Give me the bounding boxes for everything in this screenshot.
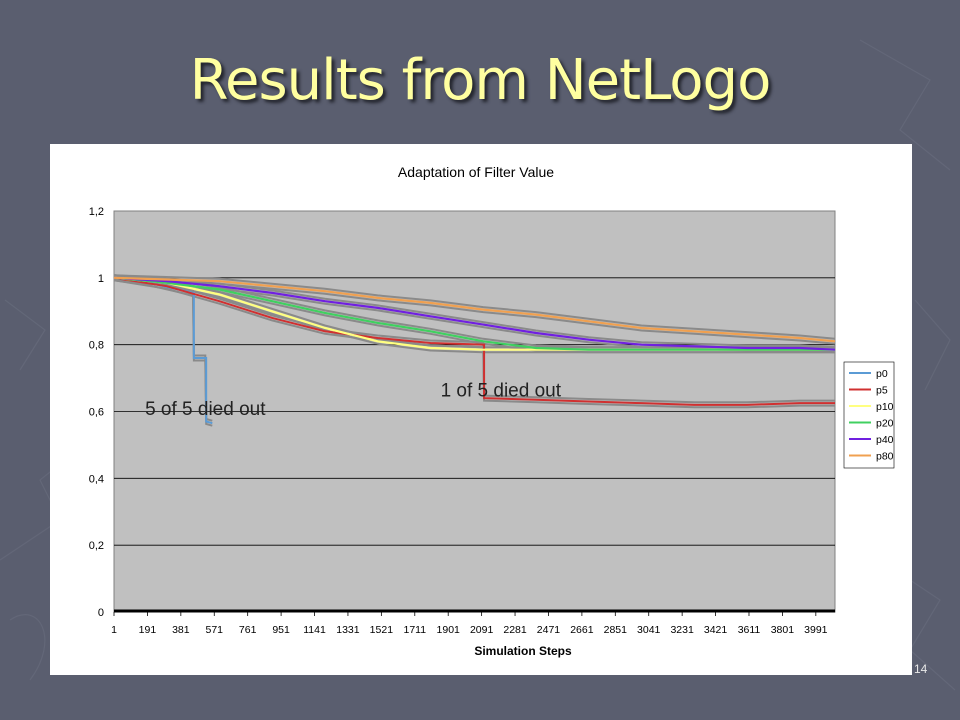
annotation-label: 5 of 5 died out bbox=[145, 399, 266, 420]
x-tick-label: 1141 bbox=[303, 624, 326, 636]
x-tick-label: 2091 bbox=[470, 624, 494, 636]
x-tick-label: 1 bbox=[111, 624, 117, 636]
x-tick-label: 1521 bbox=[370, 624, 394, 636]
chart-panel: Adaptation of Filter Value 0 0,2 0,4 0,6 0,8… bbox=[50, 144, 912, 675]
y-tick-label: 0,2 bbox=[89, 540, 104, 552]
annotation-label: 1 of 5 died out bbox=[441, 380, 562, 401]
series-lines bbox=[113, 276, 836, 425]
page-number: 14 bbox=[914, 662, 928, 676]
x-tick-label: 3611 bbox=[738, 624, 761, 636]
x-tick-label: 191 bbox=[139, 624, 157, 636]
series-line-p5 bbox=[113, 276, 835, 406]
legend: p0 p5 p10 p20 p40 p80 bbox=[843, 361, 895, 469]
x-tick-label: 2661 bbox=[570, 624, 594, 636]
y-tick-label: 0,6 bbox=[89, 407, 104, 419]
x-tick-label: 3041 bbox=[637, 624, 661, 636]
x-tick-label: 3421 bbox=[704, 624, 728, 636]
series-line-p80 bbox=[113, 276, 836, 343]
x-tick-label: 2851 bbox=[604, 624, 628, 636]
y-tick-label: 0 bbox=[98, 607, 104, 619]
x-axis-ticks: 1 191 381 571 761 951 1141 1331 1521 1711 1901 2091… bbox=[111, 612, 828, 636]
x-tick-label: 2471 bbox=[537, 624, 561, 636]
x-tick-label: 1711 bbox=[403, 624, 426, 636]
line-chart: Adaptation of Filter Value 0 0,2 0,4 0,6 0,8… bbox=[89, 164, 895, 658]
series-line-p20 bbox=[113, 276, 835, 351]
run-line-p80 bbox=[113, 274, 836, 340]
y-tick-label: 0,8 bbox=[89, 340, 104, 352]
legend-label-p10: p10 bbox=[876, 401, 894, 413]
y-tick-label: 0,4 bbox=[89, 473, 104, 485]
x-tick-label: 2281 bbox=[503, 624, 527, 636]
series-line-p40 bbox=[113, 276, 836, 351]
annotations: 5 of 5 died out 1 of 5 died out bbox=[145, 380, 562, 419]
legend-box bbox=[843, 361, 895, 469]
slide-title: Results from NetLogo bbox=[189, 48, 772, 113]
y-axis-ticks: 0 0,2 0,4 0,6 0,8 1 1,2 bbox=[89, 206, 104, 619]
legend-label-p20: p20 bbox=[876, 418, 894, 430]
x-tick-label: 3991 bbox=[804, 624, 828, 636]
legend-label-p80: p80 bbox=[876, 451, 894, 463]
run-line-p80 bbox=[113, 279, 836, 345]
x-tick-label: 381 bbox=[172, 624, 190, 636]
x-tick-label: 571 bbox=[205, 624, 223, 636]
legend-label-p40: p40 bbox=[876, 434, 894, 446]
y-tick-label: 1 bbox=[98, 273, 104, 285]
x-tick-label: 951 bbox=[272, 624, 290, 636]
legend-label-p5: p5 bbox=[876, 385, 888, 397]
x-axis-label: Simulation Steps bbox=[474, 644, 572, 658]
legend-label-p0: p0 bbox=[876, 368, 888, 380]
y-tick-label: 1,2 bbox=[89, 206, 104, 218]
x-tick-label: 1901 bbox=[437, 624, 461, 636]
x-tick-label: 3801 bbox=[771, 624, 795, 636]
chart-title: Adaptation of Filter Value bbox=[398, 164, 554, 180]
x-tick-label: 761 bbox=[239, 624, 257, 636]
x-tick-label: 1331 bbox=[336, 624, 360, 636]
x-tick-label: 3231 bbox=[670, 624, 694, 636]
